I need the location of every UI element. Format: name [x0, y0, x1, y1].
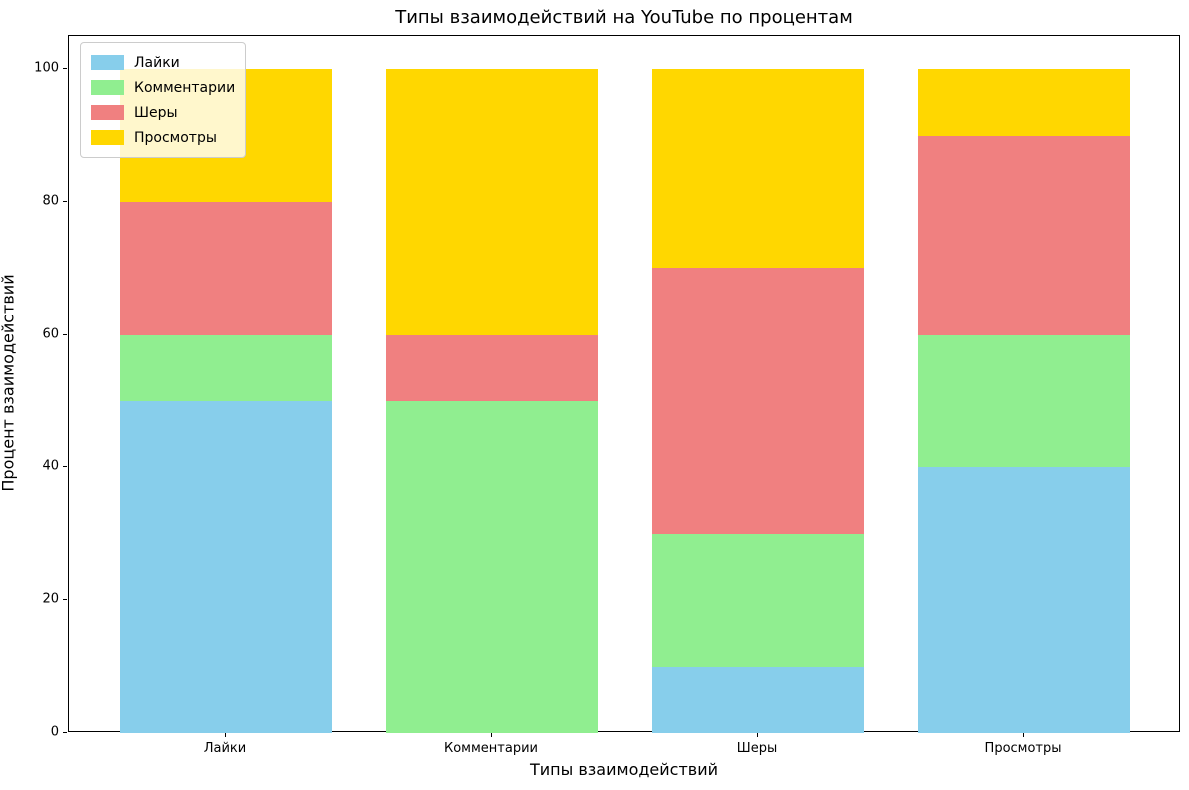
legend-item: Просмотры	[91, 125, 235, 150]
bar-segment	[917, 334, 1131, 468]
y-tick-label: 80	[42, 193, 59, 209]
plot-area	[68, 35, 1180, 733]
x-tick-label: Лайки	[203, 741, 247, 756]
legend-label: Лайки	[134, 54, 180, 71]
y-tick-mark	[63, 333, 67, 335]
bar-segment	[385, 334, 599, 402]
bar-segment	[119, 201, 333, 335]
bar-segment	[651, 666, 865, 733]
bar-segment	[119, 401, 333, 733]
bar-segment	[651, 69, 865, 269]
x-tick-mark	[224, 733, 226, 737]
bar-segment	[917, 135, 1131, 335]
y-tick-mark	[63, 599, 67, 601]
x-axis-label: Типы взаимодействий	[530, 760, 718, 779]
legend-label: Комментарии	[134, 79, 236, 96]
y-tick-label: 60	[42, 326, 59, 342]
legend-swatch	[91, 80, 124, 95]
y-tick-mark	[63, 200, 67, 202]
bar-segment	[119, 334, 333, 402]
bar-segment	[917, 467, 1131, 733]
bar-segment	[651, 533, 865, 667]
bar-segment	[651, 268, 865, 534]
y-tick-mark	[63, 732, 67, 733]
chart-title: Типы взаимодействий на YouTube по процен…	[395, 7, 853, 28]
y-tick-label: 100	[34, 60, 59, 76]
legend-swatch	[91, 55, 124, 70]
legend-item: Лайки	[91, 50, 235, 75]
x-tick-label: Просмотры	[984, 741, 1062, 756]
bar-segment	[385, 401, 599, 733]
legend-swatch	[91, 130, 124, 145]
legend-item: Комментарии	[91, 75, 235, 100]
bar-segment	[917, 69, 1131, 136]
legend-swatch	[91, 105, 124, 120]
y-tick-label: 0	[50, 724, 59, 740]
legend-label: Шеры	[134, 104, 178, 121]
legend: Лайки Комментарии Шеры Просмотры	[80, 42, 247, 158]
bar-segment	[385, 69, 599, 335]
y-tick-mark	[63, 466, 67, 468]
y-tick-mark	[63, 68, 67, 70]
legend-item: Шеры	[91, 100, 235, 125]
x-tick-mark	[757, 733, 758, 737]
x-tick-mark	[490, 733, 492, 737]
legend-label: Просмотры	[134, 129, 217, 146]
y-tick-label: 20	[42, 591, 59, 607]
x-tick-label: Шеры	[736, 741, 778, 756]
x-tick-label: Комментарии	[443, 741, 538, 756]
y-tick-label: 40	[42, 458, 59, 474]
x-tick-mark	[1023, 733, 1025, 737]
